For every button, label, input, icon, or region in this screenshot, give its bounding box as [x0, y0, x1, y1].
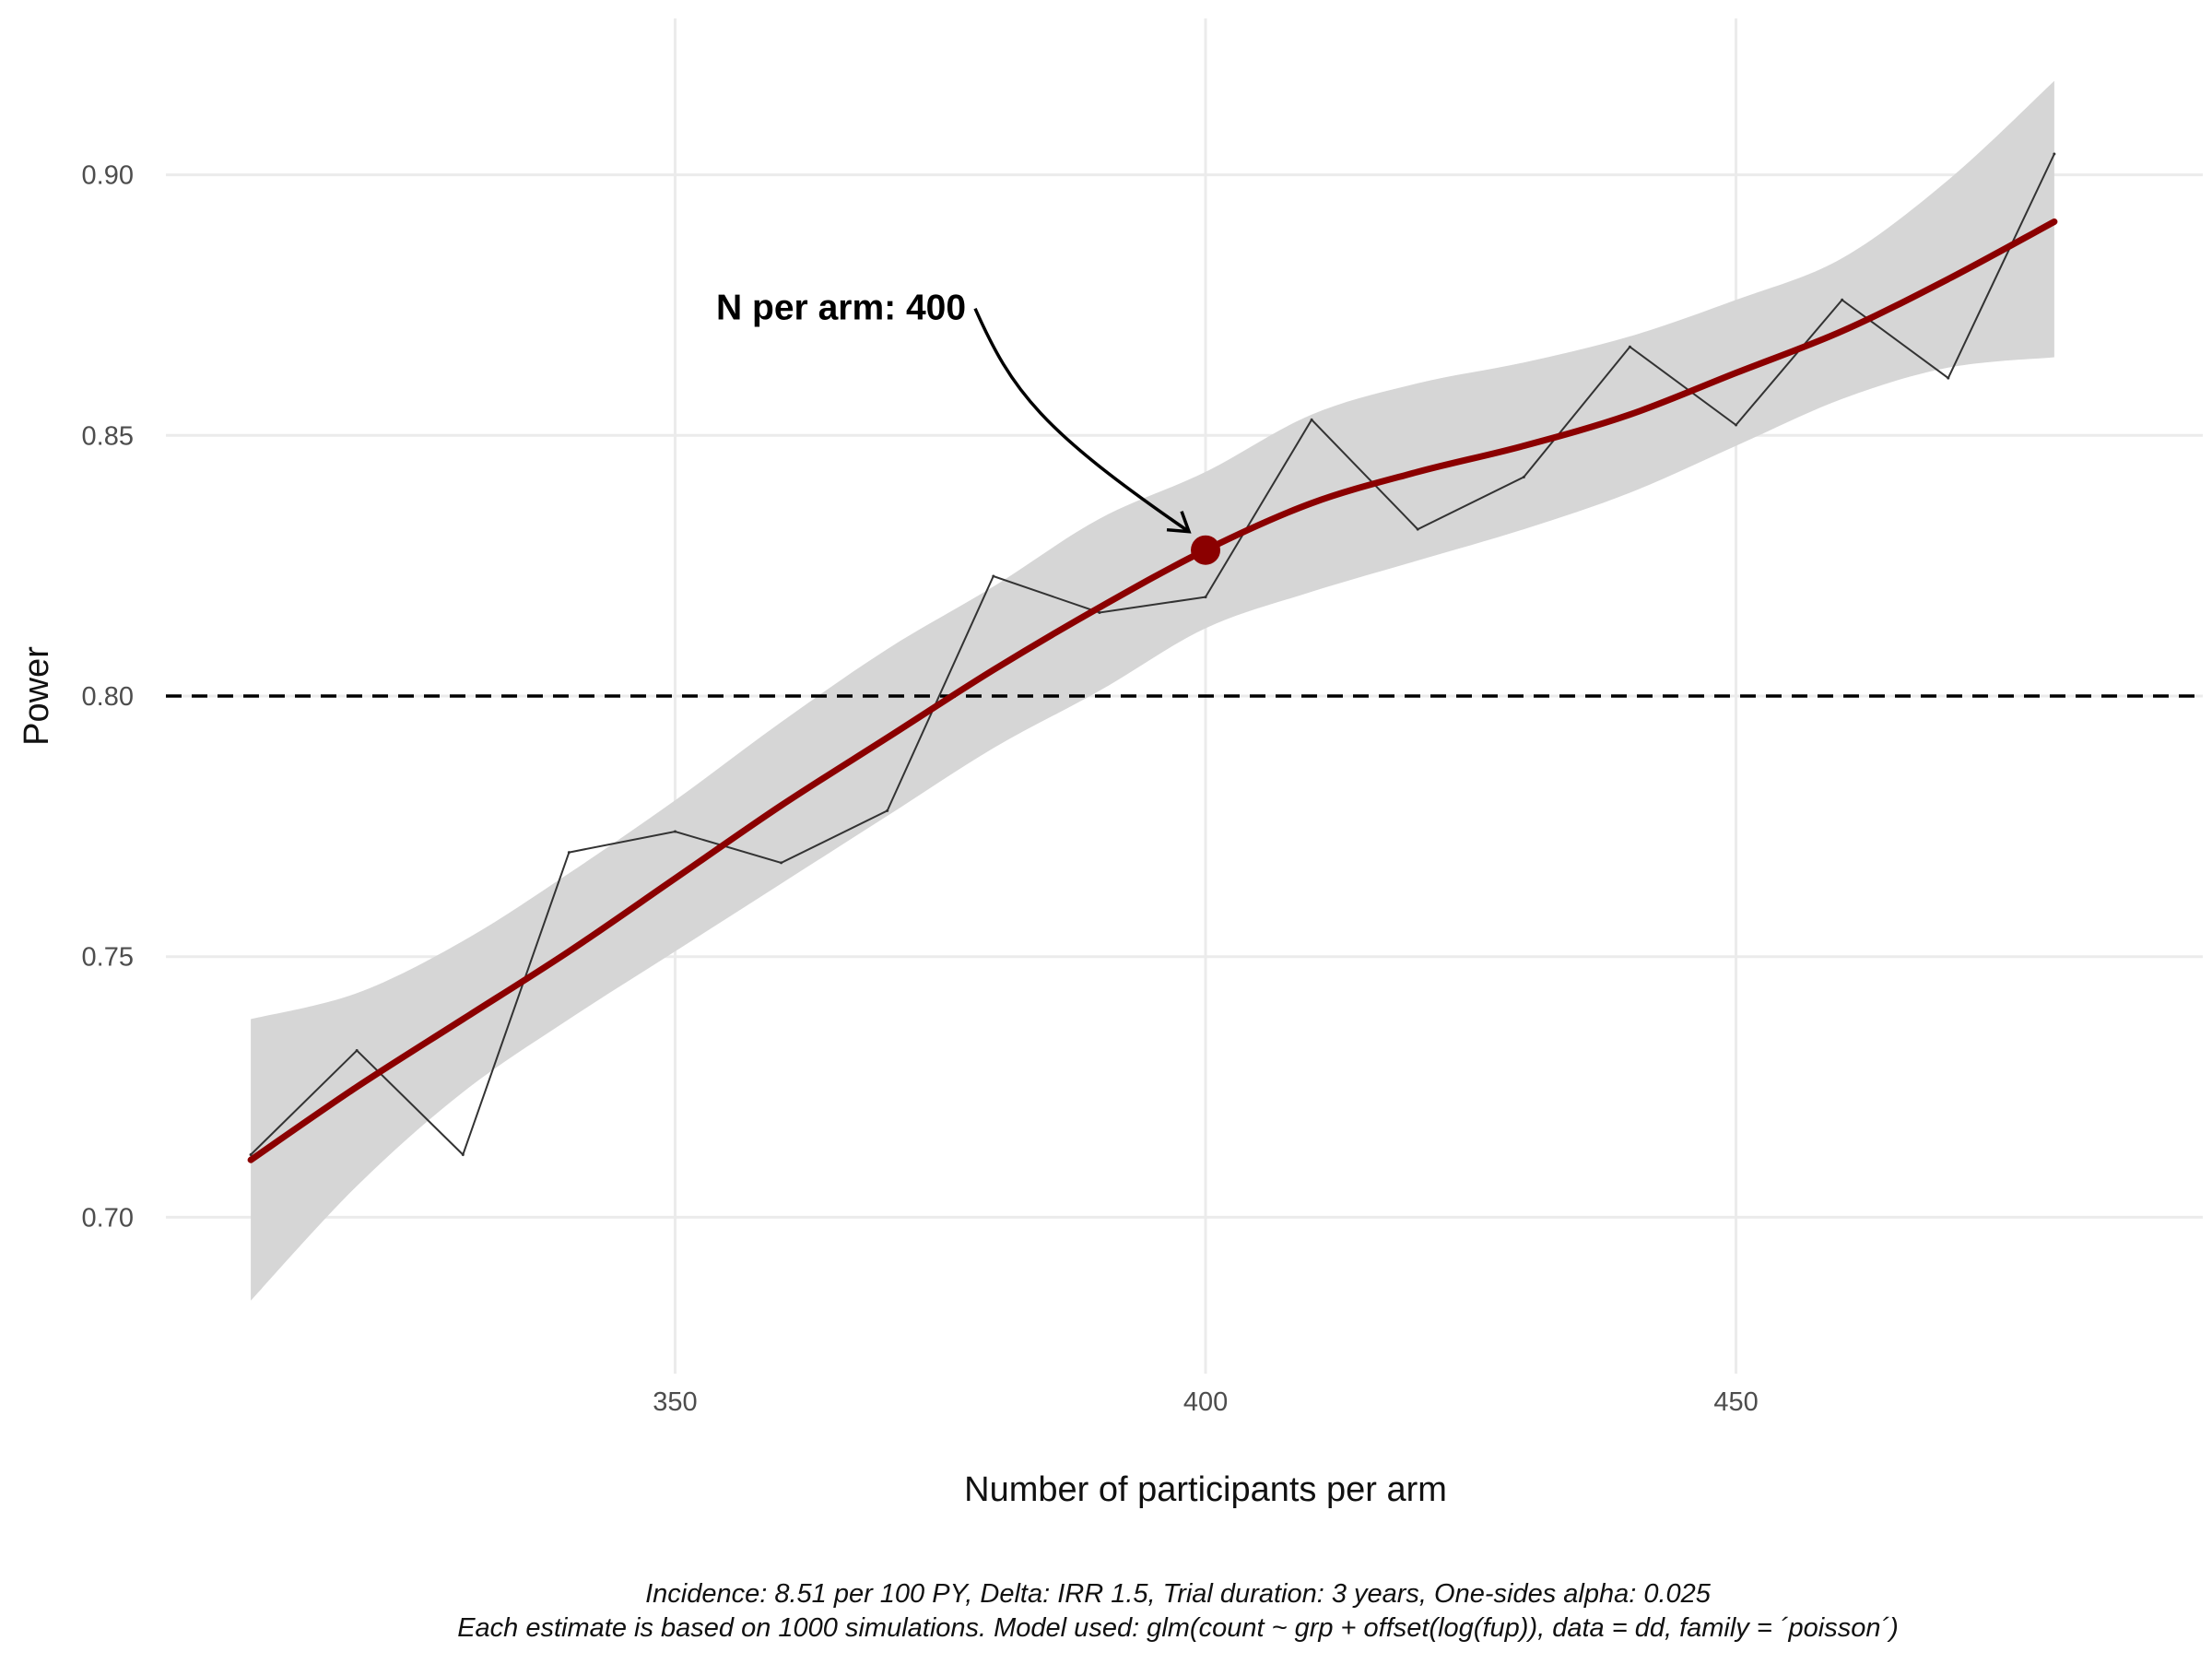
observed-point-360 — [780, 861, 783, 865]
observed-point-400 — [1204, 596, 1207, 599]
highlight-point[interactable] — [1191, 535, 1221, 565]
x-axis-title: Number of participants per arm — [964, 1470, 1447, 1509]
observed-point-340 — [567, 851, 571, 855]
observed-point-330 — [461, 1153, 465, 1157]
y-tick-label-0.70: 0.70 — [82, 1203, 134, 1233]
annotation-label: N per arm: 400 — [716, 289, 966, 328]
observed-points — [249, 152, 2056, 1157]
y-tick-label-0.75: 0.75 — [82, 943, 134, 973]
smoothed-power-line — [247, 218, 2058, 1163]
observed-point-310 — [249, 1153, 253, 1157]
y-axis-title: Power — [18, 646, 56, 746]
observed-point-350 — [674, 830, 677, 833]
observed-point-370 — [886, 808, 889, 812]
y-tick-label-0.90: 0.90 — [82, 161, 134, 191]
observed-point-410 — [1310, 418, 1313, 421]
observed-power-line — [250, 153, 2055, 1157]
observed-point-430 — [1522, 476, 1525, 479]
x-tick-label-450: 450 — [1713, 1387, 1758, 1417]
observed-point-460 — [1841, 298, 1844, 301]
observed-point-470 — [1947, 376, 1950, 380]
observed-point-390 — [1098, 611, 1101, 615]
observed-point-380 — [992, 574, 995, 578]
observed-point-320 — [355, 1048, 359, 1052]
x-tick-labels: 350 400 450 — [653, 1387, 1758, 1417]
y-tick-labels: 0.70 0.75 0.80 0.85 0.90 — [82, 161, 134, 1233]
annotation-arrow — [973, 307, 1191, 534]
annotation-arrowhead — [1166, 511, 1192, 534]
observed-point-450 — [1735, 423, 1738, 427]
x-tick-label-400: 400 — [1183, 1387, 1228, 1417]
confidence-ribbon — [251, 80, 2054, 1301]
observed-point-420 — [1416, 527, 1419, 531]
observed-point-440 — [1628, 345, 1631, 348]
y-tick-label-0.80: 0.80 — [82, 682, 134, 712]
caption-line-1: Incidence: 8.51 per 100 PY, Delta: IRR 1… — [645, 1579, 1712, 1609]
x-tick-label-350: 350 — [653, 1387, 697, 1417]
caption-line-2: Each estimate is based on 1000 simulatio… — [457, 1613, 1899, 1643]
y-tick-label-0.85: 0.85 — [82, 421, 134, 451]
observed-point-480 — [2053, 152, 2056, 156]
